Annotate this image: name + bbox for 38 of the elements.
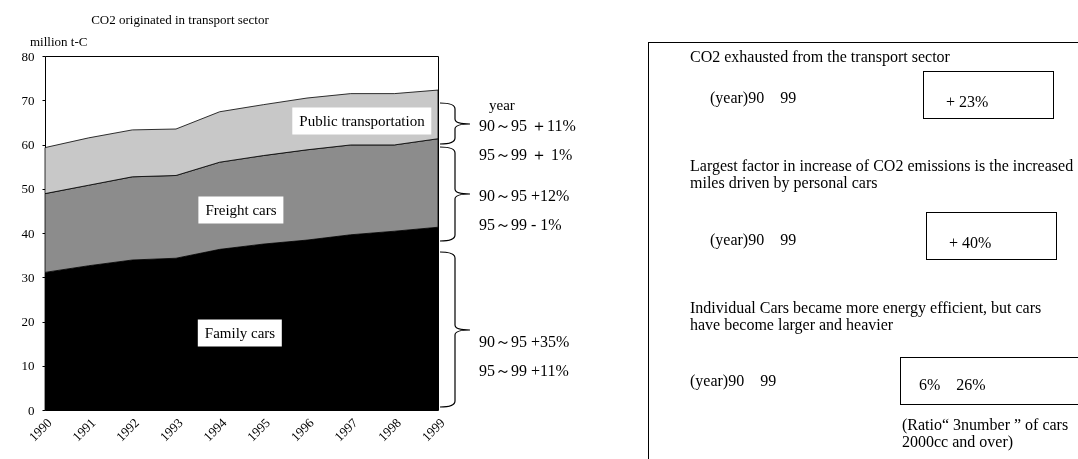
chart-title: CO2 originated in transport sector	[91, 12, 270, 27]
y-axis-title: million t-C	[30, 34, 88, 49]
text: Individual Cars became more energy efficient, but cars have become larger and heavier	[690, 299, 1043, 333]
text: year	[489, 97, 515, 113]
x-tick-label: 1999	[418, 415, 448, 445]
text: CO2 exhausted from the transport sector	[690, 48, 950, 65]
series-label: Public transportation	[292, 107, 432, 135]
text: 95～99 +11%	[479, 362, 569, 379]
text: 6% 26%	[919, 376, 986, 393]
text: + 23%	[946, 93, 989, 110]
y-tick-label: 50	[21, 181, 35, 197]
y-tick-label: 30	[21, 269, 35, 285]
y-tick-label: 0	[28, 402, 35, 418]
series-label: Family cars	[197, 319, 283, 347]
text: + 40%	[949, 234, 992, 251]
text: 95～99 ＋ 1%	[479, 146, 573, 163]
x-tick-label: 1991	[69, 415, 99, 445]
y-tick-label: 80	[21, 48, 35, 64]
text: (year)90 99	[710, 231, 797, 248]
y-tick-label: 10	[21, 358, 35, 374]
x-tick-label: 1998	[375, 415, 405, 445]
y-tick-label: 60	[21, 137, 35, 152]
text: Largest factor in increase of CO2 emissions is the increased miles driven by personal cars	[690, 157, 1075, 191]
y-tick-label: 20	[21, 314, 35, 329]
text: (year)90 99	[710, 89, 797, 106]
x-tick-label: 1993	[156, 415, 186, 445]
text: (Ratio“ 3number ” of cars 2000cc and over)	[902, 416, 1070, 450]
text: 90～95 ＋11%	[479, 117, 576, 134]
text: 95～99 - 1%	[479, 216, 562, 233]
y-tick-label: 40	[21, 225, 35, 241]
text: 90～95 +35%	[479, 333, 570, 350]
x-tick-label: 1990	[25, 415, 55, 445]
series-label: Freight cars	[198, 196, 284, 224]
y-tick-label: 70	[21, 92, 35, 108]
x-tick-label: 1995	[244, 415, 274, 445]
text: 90～95 +12%	[479, 187, 570, 204]
x-tick-label: 1992	[113, 415, 143, 445]
text: (year)90 99	[690, 372, 777, 389]
